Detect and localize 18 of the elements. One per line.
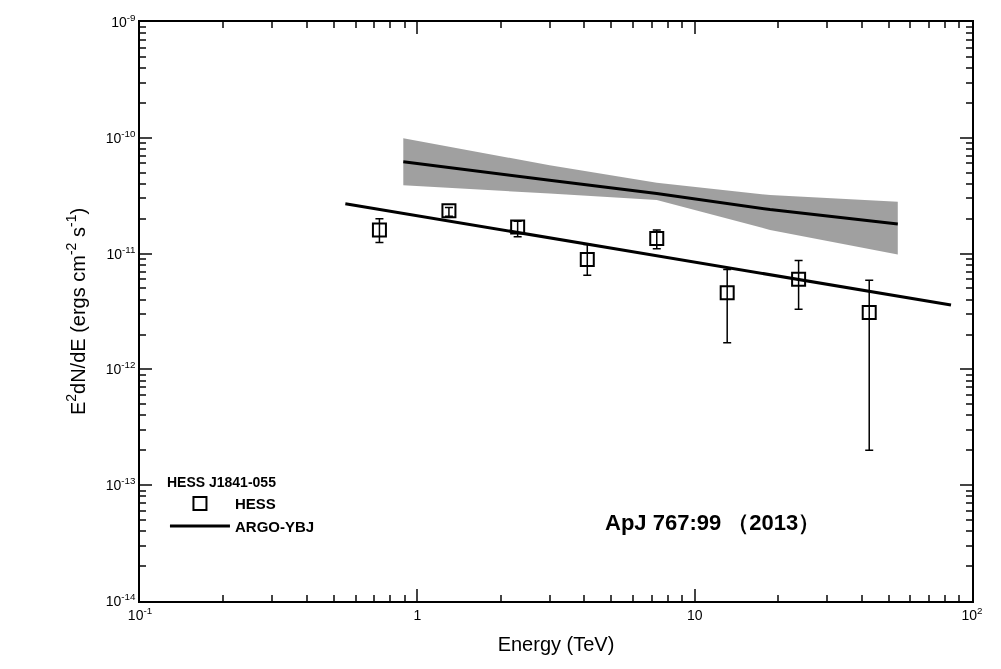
y-tick-label: 10$^{-11}$ [106,243,136,262]
point [719,285,735,301]
x-tick-label: 10$^{2}$ [961,604,983,623]
point [371,222,387,238]
x-tick-label: 1 [413,606,422,623]
legend-label: HESS [234,495,276,513]
x-axis-title: Energy (TeV) [497,632,615,655]
y-tick-label: 10$^{-10}$ [105,127,136,146]
y-tick-label: 10$^{-12}$ [105,359,136,378]
annotation: ApJ 767:99 （2013） [605,510,821,535]
y-tick-label: 10$^{-9}$ [111,12,136,30]
point [579,251,595,267]
point [861,305,877,320]
y-tick-label: 10$^{-13}$ [105,475,136,494]
x-tick-label: 10 [686,606,703,623]
point [791,271,807,287]
legend-title: HESS J1841-055 [166,474,277,491]
legend-label: ARGO-YBJ [234,517,315,535]
